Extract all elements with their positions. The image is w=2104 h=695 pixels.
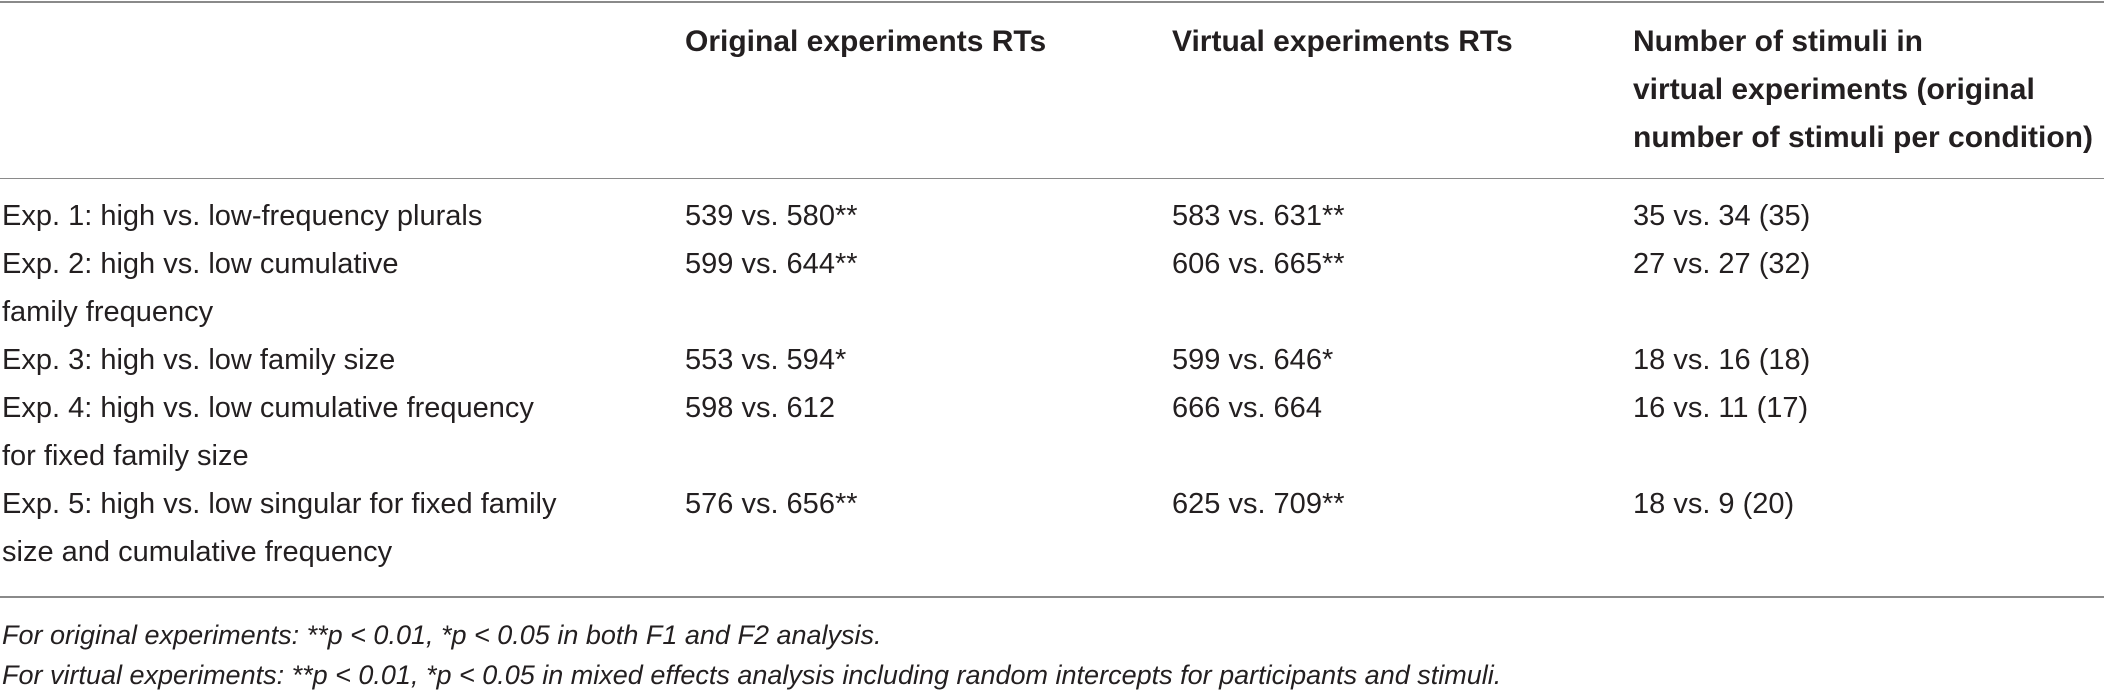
row-label-line: Exp. 4: high vs. low cumulative frequenc…: [2, 392, 534, 424]
row-label: Exp. 4: high vs. low cumulative frequenc…: [2, 384, 534, 480]
table-top-rule: [0, 1, 2104, 3]
header-virtual-rts: Virtual experiments RTs: [1172, 25, 1513, 58]
table-bottom-rule: [0, 596, 2104, 598]
cell-stimuli-count: 16 vs. 11 (17): [1633, 392, 1809, 424]
cell-stimuli-count: 18 vs. 9 (20): [1633, 488, 1795, 520]
cell-original-rt: 598 vs. 612: [685, 392, 835, 424]
row-label: Exp. 5: high vs. low singular for fixed …: [2, 480, 556, 576]
row-label: Exp. 1: high vs. low-frequency plurals: [2, 192, 482, 240]
cell-original-rt: 553 vs. 594*: [685, 344, 847, 376]
cell-stimuli-count: 35 vs. 34 (35): [1633, 200, 1811, 232]
cell-original-rt: 539 vs. 580**: [685, 200, 858, 232]
table-footnotes: For original experiments: **p < 0.01, *p…: [2, 615, 1501, 695]
cell-stimuli-count: 18 vs. 16 (18): [1633, 344, 1811, 376]
table-header-rule: [0, 178, 2104, 179]
header-original-rts: Original experiments RTs: [685, 25, 1047, 58]
cell-virtual-rt: 599 vs. 646*: [1172, 344, 1334, 376]
row-label-line: Exp. 3: high vs. low family size: [2, 344, 396, 376]
row-label-line: for fixed family size: [2, 440, 249, 472]
header-stimuli-line: virtual experiments (original: [1633, 73, 2035, 106]
cell-virtual-rt: 606 vs. 665**: [1172, 248, 1345, 280]
header-stimuli-line: Number of stimuli in: [1633, 25, 1924, 58]
cell-virtual-rt: 625 vs. 709**: [1172, 488, 1345, 520]
row-label-line: family frequency: [2, 296, 214, 328]
header-stimuli-line: number of stimuli per condition): [1633, 121, 2093, 154]
footnote-virtual: For virtual experiments: **p < 0.01, *p …: [2, 660, 1502, 690]
row-label-line: Exp. 1: high vs. low-frequency plurals: [2, 200, 483, 232]
cell-virtual-rt: 666 vs. 664: [1172, 392, 1322, 424]
row-label-line: size and cumulative frequency: [2, 536, 393, 568]
row-label-line: Exp. 2: high vs. low cumulative: [2, 248, 399, 280]
header-number-of-stimuli: Number of stimuli in virtual experiments…: [1633, 18, 2093, 162]
cell-stimuli-count: 27 vs. 27 (32): [1633, 248, 1811, 280]
cell-virtual-rt: 583 vs. 631**: [1172, 200, 1345, 232]
row-label-line: Exp. 5: high vs. low singular for fixed …: [2, 488, 557, 520]
cell-original-rt: 599 vs. 644**: [685, 248, 858, 280]
cell-original-rt: 576 vs. 656**: [685, 488, 858, 520]
row-label: Exp. 3: high vs. low family size: [2, 336, 395, 384]
footnote-original: For original experiments: **p < 0.01, *p…: [2, 620, 882, 650]
row-label: Exp. 2: high vs. low cumulative family f…: [2, 240, 399, 336]
